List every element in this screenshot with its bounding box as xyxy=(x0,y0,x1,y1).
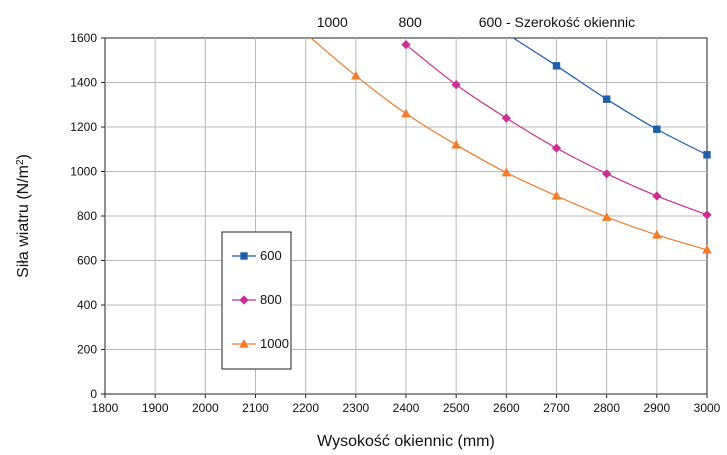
data-point-1000 xyxy=(601,211,612,221)
x-tick-label: 2200 xyxy=(292,401,319,415)
y-tick-label: 1000 xyxy=(70,165,97,179)
data-point-1000 xyxy=(401,108,411,118)
data-point-1000 xyxy=(451,139,461,149)
legend-marker xyxy=(239,295,249,305)
top-width-label: 600 - Szerokość okiennic xyxy=(479,14,635,30)
data-point-1000 xyxy=(702,244,712,254)
marker-layer xyxy=(351,40,712,254)
y-tick-label: 400 xyxy=(77,298,97,312)
data-point-800 xyxy=(652,191,662,201)
y-tick-label: 200 xyxy=(77,343,97,357)
data-point-800 xyxy=(551,143,562,153)
data-point-1000 xyxy=(351,70,361,80)
top-width-label: 1000 xyxy=(317,14,348,30)
y-tick-label: 1600 xyxy=(70,31,97,45)
data-point-600 xyxy=(552,62,561,70)
y-axis-title-main: Siła wiatru (N/m xyxy=(15,165,32,278)
y-axis-title: Siła wiatru (N/m2) xyxy=(15,154,32,278)
legend-label: 600 xyxy=(260,248,282,263)
x-tick-label: 2600 xyxy=(493,401,520,415)
top-width-label: 800 xyxy=(398,14,422,30)
x-tick-label: 1800 xyxy=(92,401,119,415)
legend-marker xyxy=(240,252,248,260)
data-point-800 xyxy=(602,169,612,179)
x-tick-label: 3000 xyxy=(694,401,721,415)
x-tick-label: 2700 xyxy=(543,401,570,415)
grid-layer xyxy=(104,37,708,395)
data-point-800 xyxy=(401,40,411,50)
y-axis-title-close: ) xyxy=(15,154,32,159)
data-point-1000 xyxy=(652,229,662,239)
y-axis-title-superscript: 2 xyxy=(15,159,26,165)
y-tick-label: 1400 xyxy=(70,76,97,90)
x-tick-label: 2400 xyxy=(393,401,420,415)
y-tick-label: 1200 xyxy=(70,120,97,134)
legend: 600 800 1000 xyxy=(221,231,292,370)
x-tick-label: 2800 xyxy=(593,401,620,415)
x-tick-label: 2000 xyxy=(192,401,219,415)
x-axis-title: Wysokość okiennic (mm) xyxy=(317,433,495,450)
legend-entry-1000: 1000 xyxy=(232,336,289,351)
x-tick-label: 2500 xyxy=(443,401,470,415)
legend-label: 800 xyxy=(260,292,282,307)
legend-entry-600: 600 xyxy=(232,248,282,263)
data-point-800 xyxy=(501,113,511,123)
legend-entry-800: 800 xyxy=(232,292,282,307)
tick-layer: 1800 1900 2000 2100 2200 2300 2400 2500 2600 2700… xyxy=(70,31,720,415)
top-label-layer: 1000 800 600 - Szerokość okiennic xyxy=(317,14,635,30)
data-point-600 xyxy=(703,151,711,159)
legend-label: 1000 xyxy=(260,336,289,351)
legend-marker xyxy=(239,338,249,348)
x-tick-label: 2100 xyxy=(242,401,269,415)
data-point-800 xyxy=(702,210,712,220)
y-tick-label: 600 xyxy=(77,254,97,268)
y-tick-label: 800 xyxy=(77,209,97,223)
x-tick-label: 1900 xyxy=(142,401,169,415)
data-point-600 xyxy=(602,95,611,103)
data-point-600 xyxy=(653,125,661,133)
data-point-800 xyxy=(451,80,461,90)
data-point-1000 xyxy=(501,167,512,177)
x-tick-label: 2900 xyxy=(643,401,670,415)
y-tick-label: 0 xyxy=(90,387,97,401)
data-point-1000 xyxy=(551,190,562,200)
x-tick-label: 2300 xyxy=(342,401,369,415)
